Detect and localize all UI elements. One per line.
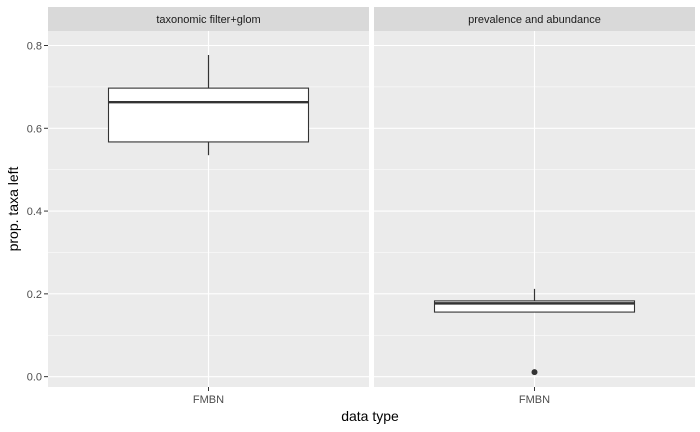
y-axis-title: prop. taxa left <box>5 166 21 251</box>
facet-panel: taxonomic filter+glom FMBN <box>48 7 369 406</box>
facet-strip-label: taxonomic filter+glom <box>156 14 260 26</box>
y-tick-label: 0.2 <box>27 289 42 301</box>
y-tick-label: 0.4 <box>27 206 42 218</box>
x-tick-label: FMBN <box>193 394 224 406</box>
x-axis-title: data type <box>341 408 399 424</box>
iqr-box <box>109 88 309 142</box>
outlier-point <box>532 369 538 375</box>
y-axis: 0.0 0.2 0.4 0.6 0.8 <box>27 40 48 383</box>
y-tick-label: 0.0 <box>27 372 42 384</box>
x-tick-label: FMBN <box>519 394 550 406</box>
facet-panel: prevalence and abundance FMBN <box>374 7 695 406</box>
y-tick-label: 0.6 <box>27 123 42 135</box>
facet-strip-label: prevalence and abundance <box>468 14 601 26</box>
y-tick-label: 0.8 <box>27 40 42 52</box>
